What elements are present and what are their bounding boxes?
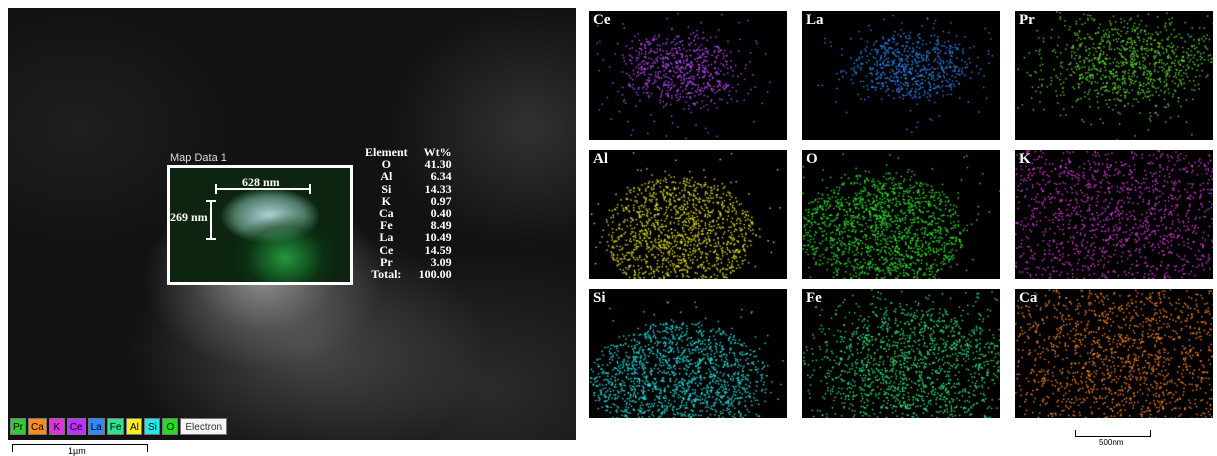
map-data-label: Map Data 1 — [170, 152, 227, 164]
element-map-si: Si — [589, 289, 787, 418]
composition-table: Element Wt% O 41.30 Al 6.34 Si 14.33 K 0.97 Ca 0.40… — [365, 146, 452, 280]
element-wt: 41.30 — [424, 157, 452, 172]
width-dimension-label: 628 nm — [242, 175, 280, 189]
legend-chip-ce: Ce — [66, 418, 86, 435]
legend-chip-si: Si — [144, 418, 161, 435]
header-wt: Wt% — [423, 145, 452, 159]
element-map-label: Pr — [1019, 12, 1035, 28]
height-dimension-label: 269 nm — [170, 210, 208, 224]
element-symbol: Si — [381, 181, 392, 196]
element-map-ce: Ce — [589, 11, 787, 140]
element-map-ca: Ca — [1015, 289, 1213, 418]
table-row: K 0.97 — [365, 195, 452, 207]
element-map-image — [1015, 11, 1213, 140]
legend-chip-ca: Ca — [28, 418, 47, 435]
element-wt: 14.33 — [424, 181, 452, 196]
main-scale-bar — [12, 444, 148, 452]
legend-chip-o: O — [162, 418, 179, 435]
element-wt: 0.40 — [430, 206, 452, 221]
maps-scale-bar-label: 500nm — [1099, 438, 1124, 447]
map-data-inset — [167, 165, 353, 285]
header-element: Element — [365, 145, 408, 159]
table-row: La 10.49 — [365, 230, 452, 245]
legend-chip-pr: Pr — [10, 418, 26, 435]
table-row: Ce 14.59 — [365, 242, 452, 257]
height-dimension-line — [206, 200, 216, 240]
element-map-o: O — [802, 150, 1000, 279]
element-map-image — [802, 289, 1000, 418]
element-wt: 100.00 — [418, 267, 452, 282]
element-symbol: La — [379, 230, 394, 245]
element-map-image — [802, 11, 1000, 140]
element-map-al: Al — [589, 150, 787, 279]
element-map-pr: Pr — [1015, 11, 1213, 140]
element-map-label: La — [806, 12, 824, 28]
width-dimension-line — [215, 184, 311, 194]
element-map-label: Fe — [806, 290, 822, 306]
element-symbol: Fe — [380, 218, 393, 233]
element-map-label: O — [806, 151, 818, 167]
element-wt: 14.59 — [424, 242, 452, 257]
element-wt: 0.97 — [430, 193, 452, 208]
element-map-label: Si — [593, 290, 606, 306]
element-map-image — [1015, 289, 1213, 418]
legend-chip-fe: Fe — [106, 418, 125, 435]
element-map-image — [589, 150, 787, 279]
element-map-fe: Fe — [802, 289, 1000, 418]
element-symbol: Total: — [371, 267, 402, 282]
element-map-la: La — [802, 11, 1000, 140]
element-symbol: Al — [380, 169, 393, 184]
element-symbol: O — [381, 157, 391, 172]
element-map-image — [589, 11, 787, 140]
element-wt: 3.09 — [430, 254, 452, 269]
element-symbol: K — [381, 193, 391, 208]
element-symbol: Ce — [379, 242, 394, 257]
element-map-k: K — [1015, 150, 1213, 279]
table-row: Ca 0.40 — [365, 207, 452, 219]
main-scale-bar-label: 1µm — [68, 446, 86, 456]
table-row: Al 6.34 — [365, 169, 452, 184]
table-row: O 41.30 — [365, 158, 452, 170]
legend-chip-la: La — [87, 418, 105, 435]
element-map-image — [589, 289, 787, 418]
maps-scale-bar — [1075, 430, 1151, 437]
table-row: Si 14.33 — [365, 181, 452, 196]
element-wt: 6.34 — [430, 169, 452, 184]
element-symbol: Pr — [380, 254, 393, 269]
element-wt: 8.49 — [430, 218, 452, 233]
table-row: Fe 8.49 — [365, 219, 452, 231]
element-map-image — [802, 150, 1000, 279]
table-row: Pr 3.09 — [365, 256, 452, 268]
element-legend: Pr Ca K Ce La Fe Al Si O Electron — [10, 418, 228, 435]
legend-chip-k: K — [48, 418, 65, 435]
legend-chip-al: Al — [126, 418, 143, 435]
table-header-row: Element Wt% — [365, 146, 452, 158]
element-map-image — [1015, 150, 1213, 279]
element-map-label: Ca — [1019, 290, 1038, 306]
element-map-label: Ce — [593, 12, 611, 28]
element-map-label: Al — [593, 151, 608, 167]
element-wt: 10.49 — [424, 230, 452, 245]
element-symbol: Ca — [378, 206, 394, 221]
element-map-label: K — [1019, 151, 1031, 167]
table-row: Total: 100.00 — [365, 267, 452, 282]
legend-chip-electron: Electron — [180, 418, 228, 435]
